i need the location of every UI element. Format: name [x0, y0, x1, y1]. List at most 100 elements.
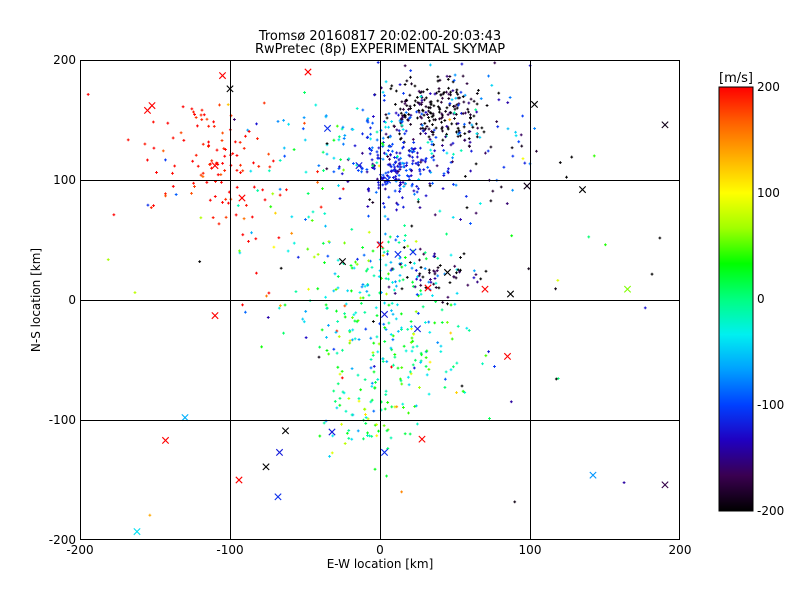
data-point	[324, 303, 328, 307]
data-point	[424, 158, 427, 162]
data-point	[390, 348, 394, 352]
data-point	[330, 451, 334, 455]
data-point	[374, 190, 378, 194]
data-point	[479, 277, 483, 281]
data-point	[439, 350, 443, 354]
data-point	[460, 384, 464, 388]
data-point	[398, 168, 402, 171]
data-point	[430, 143, 434, 146]
data-point	[337, 135, 341, 139]
data-point	[415, 184, 419, 188]
data-point	[431, 130, 435, 134]
data-point	[416, 151, 419, 155]
data-point	[463, 93, 467, 97]
y-tick-label: 0	[68, 293, 76, 307]
x-tick-label: 200	[669, 543, 692, 557]
data-point	[347, 429, 351, 432]
data-point	[400, 366, 404, 370]
data-point	[424, 132, 428, 135]
data-point	[375, 335, 379, 339]
data-point	[339, 158, 343, 161]
data-point	[453, 117, 456, 120]
data-point	[312, 255, 316, 259]
data-point	[414, 404, 418, 408]
data-point	[276, 120, 280, 123]
x-marker	[530, 100, 539, 108]
data-point	[438, 117, 441, 121]
data-point	[409, 122, 413, 126]
data-point	[419, 115, 422, 119]
data-point	[436, 266, 440, 270]
x-marker	[235, 476, 243, 484]
data-point	[445, 90, 448, 94]
data-point	[398, 184, 402, 188]
data-point	[201, 175, 205, 179]
x-marker	[328, 428, 336, 436]
data-point	[391, 312, 395, 316]
data-point	[239, 171, 242, 175]
data-point	[372, 341, 376, 345]
data-point	[375, 150, 379, 154]
data-point	[464, 111, 467, 115]
data-point	[453, 264, 457, 268]
data-point	[328, 454, 331, 458]
data-point	[367, 230, 371, 234]
data-point	[469, 149, 473, 153]
data-point	[331, 434, 335, 438]
data-point	[408, 167, 412, 171]
data-point	[449, 90, 453, 94]
data-point	[476, 126, 480, 130]
data-point	[383, 326, 387, 330]
data-point	[372, 370, 376, 374]
data-point	[332, 170, 336, 174]
data-point	[385, 292, 388, 296]
data-point	[199, 173, 203, 177]
data-point	[386, 252, 389, 256]
data-point	[324, 295, 327, 299]
data-point	[218, 103, 221, 107]
data-point	[452, 183, 455, 186]
data-point	[449, 93, 452, 97]
data-point	[393, 353, 397, 356]
data-point	[354, 260, 357, 264]
data-point	[370, 265, 374, 269]
data-point	[200, 108, 204, 112]
data-point	[403, 256, 407, 259]
data-point	[472, 99, 476, 103]
data-point	[307, 215, 311, 219]
data-point	[432, 282, 436, 286]
colorbar-ticks: 200 100 0 -100 -200	[757, 80, 784, 518]
data-point	[353, 319, 357, 323]
data-point	[436, 341, 440, 345]
data-point	[426, 113, 429, 116]
data-point	[414, 240, 418, 243]
data-point	[323, 212, 327, 216]
data-point	[508, 96, 512, 99]
data-point	[465, 326, 469, 330]
data-point	[432, 158, 436, 162]
data-point	[475, 280, 479, 284]
data-point	[413, 358, 417, 362]
data-point	[375, 434, 379, 438]
data-point	[256, 137, 259, 140]
data-point	[235, 185, 239, 189]
data-point	[148, 513, 152, 517]
data-point	[467, 137, 471, 140]
data-point	[191, 159, 195, 163]
data-point	[403, 239, 406, 242]
data-point	[403, 432, 407, 436]
data-point	[343, 315, 347, 319]
data-point	[393, 102, 397, 106]
data-point	[171, 171, 174, 175]
x-axis-label: E-W location [km]	[327, 557, 434, 571]
data-point	[436, 105, 440, 109]
data-point	[396, 366, 400, 370]
data-point	[352, 162, 355, 165]
data-point	[462, 125, 466, 129]
data-point	[394, 89, 398, 93]
data-point	[385, 360, 389, 363]
data-point	[247, 239, 250, 243]
x-marker	[143, 106, 152, 114]
data-point	[440, 112, 444, 116]
data-point	[262, 101, 266, 105]
